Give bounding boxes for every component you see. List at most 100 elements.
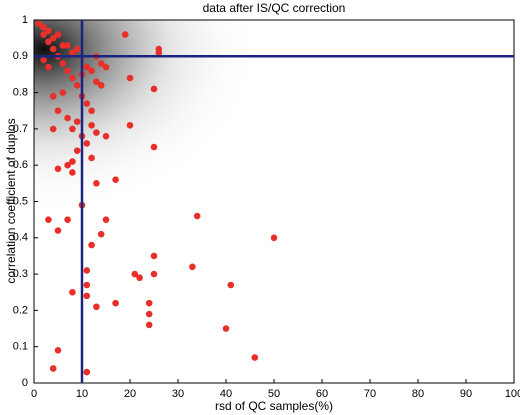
point	[251, 354, 259, 361]
point	[69, 125, 76, 133]
point	[40, 56, 47, 64]
x-tick-label: 100	[505, 388, 520, 400]
point	[93, 78, 100, 86]
point	[150, 252, 158, 260]
point	[40, 31, 47, 38]
point	[49, 365, 57, 372]
point	[69, 74, 76, 82]
point	[49, 92, 57, 100]
point	[54, 347, 62, 354]
point	[88, 154, 95, 162]
x-tick-label: 50	[268, 388, 280, 400]
point	[45, 38, 52, 46]
point	[93, 129, 100, 136]
y-tick-label: 0.4	[13, 232, 28, 244]
x-tick-label: 30	[172, 388, 184, 400]
point	[150, 270, 158, 278]
x-tick-label: 80	[412, 388, 424, 400]
point	[126, 74, 134, 82]
x-tick-label: 10	[76, 388, 88, 400]
point	[73, 147, 81, 154]
point	[189, 263, 196, 271]
point	[49, 125, 57, 133]
x-tick-label: 90	[460, 388, 472, 400]
point	[83, 267, 91, 274]
point	[102, 132, 110, 140]
point	[45, 27, 52, 35]
point	[54, 227, 62, 234]
point	[73, 82, 81, 89]
y-tick-label: 0.9	[13, 50, 28, 62]
point	[35, 20, 43, 27]
point	[83, 281, 91, 289]
point	[54, 165, 62, 173]
point	[69, 169, 76, 176]
point	[222, 325, 230, 332]
y-tick-label: 0.7	[13, 123, 28, 135]
x-tick-label: 40	[220, 388, 232, 400]
point	[131, 270, 139, 278]
point	[54, 107, 62, 115]
point	[83, 140, 91, 147]
point	[126, 121, 134, 129]
point	[45, 63, 52, 71]
point	[88, 107, 95, 115]
point	[112, 299, 119, 307]
point	[59, 60, 67, 67]
y-axis-title: correlation coefficient of duplos	[4, 118, 18, 283]
point	[64, 216, 71, 223]
point	[64, 42, 71, 49]
point	[112, 176, 119, 184]
point	[64, 67, 71, 75]
y-tick-label: 0.2	[13, 304, 28, 316]
point	[102, 216, 110, 223]
point	[59, 89, 67, 96]
x-axis-title: rsd of QC samples(%)	[215, 399, 333, 413]
x-tick-label: 60	[316, 388, 328, 400]
x-tick-label: 0	[31, 388, 37, 400]
point	[155, 49, 163, 56]
point	[88, 67, 95, 75]
point	[64, 114, 71, 122]
point	[59, 42, 67, 49]
y-tick-label: 1	[22, 14, 28, 26]
x-tick-label: 20	[124, 388, 136, 400]
point	[93, 303, 100, 311]
chart-title: data after IS/QC correction	[203, 1, 346, 15]
point	[73, 45, 81, 53]
point	[83, 292, 91, 300]
y-tick-label: 0.1	[13, 341, 28, 353]
y-tick-label: 0.8	[13, 87, 28, 99]
point	[270, 234, 278, 242]
point	[88, 121, 95, 129]
point	[193, 212, 201, 220]
point	[69, 288, 76, 296]
point	[93, 180, 100, 187]
point	[83, 63, 91, 71]
point	[145, 310, 153, 318]
point	[83, 100, 91, 107]
point	[136, 274, 143, 282]
point	[64, 161, 71, 169]
point	[150, 143, 158, 151]
point	[83, 368, 91, 376]
x-tick-label: 70	[364, 388, 376, 400]
point	[49, 45, 57, 53]
point	[102, 63, 110, 71]
point	[69, 49, 76, 56]
point	[97, 82, 105, 89]
y-tick-label: 0.3	[13, 268, 28, 280]
density-shading	[34, 20, 514, 383]
point	[73, 118, 81, 125]
point	[88, 241, 95, 249]
point	[227, 281, 235, 289]
point	[49, 34, 57, 42]
point	[40, 23, 47, 31]
point	[145, 321, 153, 329]
point	[121, 31, 129, 38]
point	[54, 31, 62, 38]
point	[150, 85, 158, 93]
point	[97, 60, 105, 67]
